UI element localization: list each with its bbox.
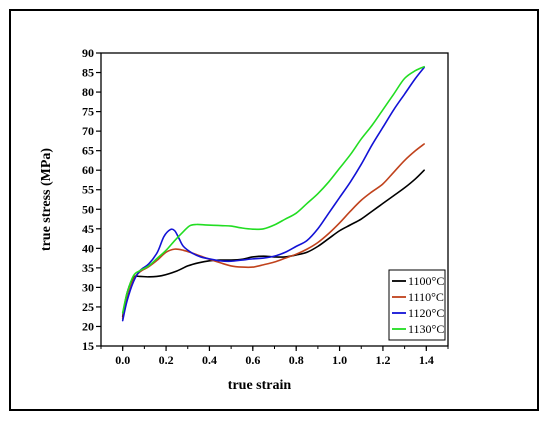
x-tick-label: 1.2 — [375, 353, 390, 367]
series-lines — [121, 65, 425, 322]
x-tick-label: 0.6 — [245, 353, 260, 367]
x-tick-label: 1.4 — [419, 353, 434, 367]
axes: 0.0 0.2 0.4 0.6 0.8 1.0 1.2 1.4 15 20 25 30 35 40 45 50… — [39, 46, 449, 393]
y-tick-label: 55 — [82, 183, 94, 197]
y-tick-label: 50 — [82, 202, 94, 216]
y-tick-label: 90 — [82, 46, 94, 60]
y-tick-label: 30 — [82, 280, 94, 294]
y-tick-label: 35 — [82, 261, 94, 275]
legend-label: 1120°C — [408, 306, 444, 320]
x-axis-label: true strain — [228, 378, 292, 393]
y-axis-label: true stress (MPa) — [39, 148, 54, 251]
series-line-3 — [121, 65, 425, 314]
y-tick-label: 20 — [82, 319, 94, 333]
legend: 1100°C 1110°C 1120°C 1130°C — [388, 269, 446, 341]
x-tick-label: 1.0 — [332, 353, 347, 367]
y-tick-label: 85 — [82, 66, 94, 80]
x-tick-label: 0.2 — [159, 353, 174, 367]
series-line-2 — [121, 66, 425, 322]
legend-label: 1100°C — [408, 274, 444, 288]
figure-frame — [9, 9, 539, 411]
y-tick-label: 70 — [82, 124, 94, 138]
series-line-1 — [121, 143, 425, 320]
legend-label: 1130°C — [408, 322, 444, 336]
y-tick-label: 45 — [82, 222, 94, 236]
series-line-0 — [121, 169, 425, 318]
y-tick-label: 60 — [82, 163, 94, 177]
y-tick-label: 80 — [82, 85, 94, 99]
y-tick-label: 25 — [82, 300, 94, 314]
y-tick-label: 65 — [82, 144, 94, 158]
y-tick-label: 40 — [82, 241, 94, 255]
x-tick-label: 0.0 — [115, 353, 130, 367]
x-tick-label: 0.8 — [289, 353, 304, 367]
y-tick-label: 75 — [82, 105, 94, 119]
legend-label: 1110°C — [408, 290, 444, 304]
x-tick-label: 0.4 — [202, 353, 217, 367]
y-tick-label: 15 — [82, 339, 94, 353]
